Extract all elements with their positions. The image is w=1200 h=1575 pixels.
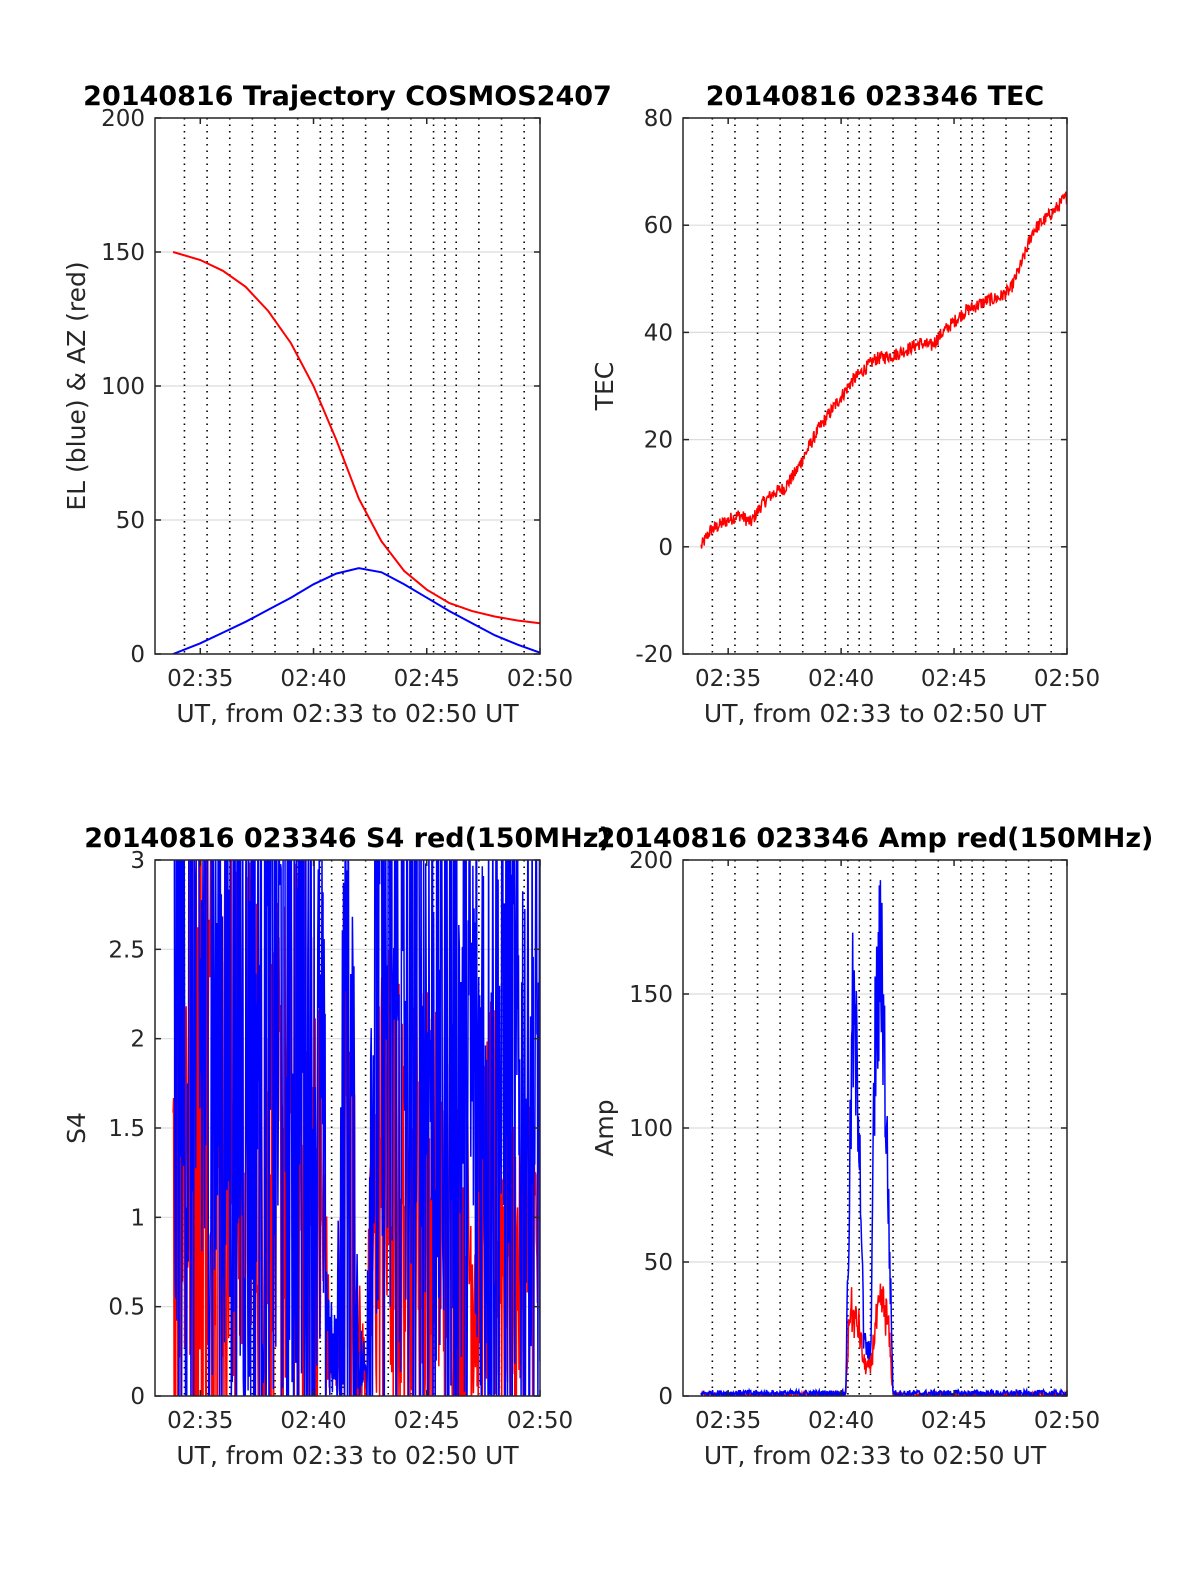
y-tick-label: 50	[116, 508, 145, 534]
trajectory-plot-area	[172, 251, 540, 654]
y-tick-label: 200	[629, 848, 673, 874]
y-tick-label: 1.5	[108, 1116, 145, 1142]
x-tick-label: 02:35	[167, 1408, 233, 1434]
y-tick-label: 2.5	[108, 937, 145, 963]
x-tick-label: 02:50	[1034, 666, 1100, 692]
y-tick-label: 100	[629, 1116, 673, 1142]
y-tick-label: 60	[644, 213, 673, 239]
x-tick-label: 02:35	[695, 666, 761, 692]
x-tick-label: 02:45	[921, 1408, 987, 1434]
y-tick-label: 100	[101, 374, 145, 400]
s4-y-axis-label: S4	[62, 1112, 91, 1144]
x-tick-label: 02:50	[507, 666, 573, 692]
trajectory-chart: 0 50 100 150 200 02:35 02:40 02:45 02:50 20140816…	[62, 81, 612, 728]
x-tick-label: 02:35	[167, 666, 233, 692]
x-tick-label: 02:50	[507, 1408, 573, 1434]
tec-series-red-line	[700, 191, 1067, 549]
y-tick-label: 0	[130, 642, 145, 668]
amp-y-axis-label: Amp	[590, 1099, 619, 1156]
x-tick-label: 02:40	[808, 1408, 874, 1434]
amp-series-blue-line	[700, 880, 1067, 1396]
tec-x-axis-label: UT, from 02:33 to 02:50 UT	[704, 699, 1047, 728]
y-tick-label: 3	[130, 848, 145, 874]
tec-axes-box	[682, 117, 1068, 655]
tec-title: 20140816 023346 TEC	[706, 81, 1045, 112]
y-tick-label: 20	[644, 428, 673, 454]
trajectory-title: 20140816 Trajectory COSMOS2407	[83, 81, 612, 112]
x-tick-label: 02:45	[394, 666, 460, 692]
y-tick-label: 0	[658, 1384, 673, 1410]
x-tick-label: 02:45	[921, 666, 987, 692]
tec-plot-area	[700, 191, 1067, 549]
s4-chart: 0 0.5 1 1.5 2 2.5 3 02:35 02:40 02:45 02:50 2014081…	[62, 823, 611, 1470]
x-tick-label: 02:35	[695, 1408, 761, 1434]
y-tick-label: 200	[101, 106, 145, 132]
amp-plot-area	[700, 880, 1067, 1396]
s4-plot-area	[172, 860, 540, 1396]
y-tick-label: 40	[644, 320, 673, 346]
tec-y-axis-label: TEC	[590, 362, 619, 412]
y-tick-label: 0.5	[108, 1295, 145, 1321]
y-tick-label: 0	[130, 1384, 145, 1410]
amp-title: 20140816 023346 Amp red(150MHz)	[597, 823, 1154, 854]
x-tick-label: 02:40	[808, 666, 874, 692]
amp-x-axis-label: UT, from 02:33 to 02:50 UT	[704, 1441, 1047, 1470]
s4-series-blue-line	[173, 860, 540, 1396]
x-tick-label: 02:45	[394, 1408, 460, 1434]
trajectory-x-axis-label: UT, from 02:33 to 02:50 UT	[176, 699, 519, 728]
x-tick-label: 02:50	[1034, 1408, 1100, 1434]
amp-series-red-line	[700, 1283, 1067, 1396]
x-tick-label: 02:40	[280, 1408, 346, 1434]
y-tick-label: 0	[658, 535, 673, 561]
y-tick-label: 150	[101, 240, 145, 266]
y-tick-label: -20	[635, 642, 673, 668]
x-tick-label: 02:40	[280, 666, 346, 692]
trajectory-y-axis-label: EL (blue) & AZ (red)	[62, 261, 91, 510]
s4-title: 20140816 023346 S4 red(150MHz)	[84, 823, 611, 854]
tec-chart: -20 0 20 40 60 80 02:35 02:40 02:45 02:50 20140816…	[590, 81, 1100, 728]
y-tick-label: 80	[644, 106, 673, 132]
y-tick-label: 1	[130, 1205, 145, 1231]
y-tick-label: 50	[644, 1250, 673, 1276]
trajectory-series-blue-line	[172, 567, 540, 654]
y-tick-label: 150	[629, 982, 673, 1008]
s4-x-axis-label: UT, from 02:33 to 02:50 UT	[176, 1441, 519, 1470]
trajectory-series-red-line	[172, 251, 540, 625]
y-tick-label: 2	[130, 1027, 145, 1053]
amp-chart: 0 50 100 150 200 02:35 02:40 02:45 02:50 20140816…	[590, 823, 1153, 1470]
